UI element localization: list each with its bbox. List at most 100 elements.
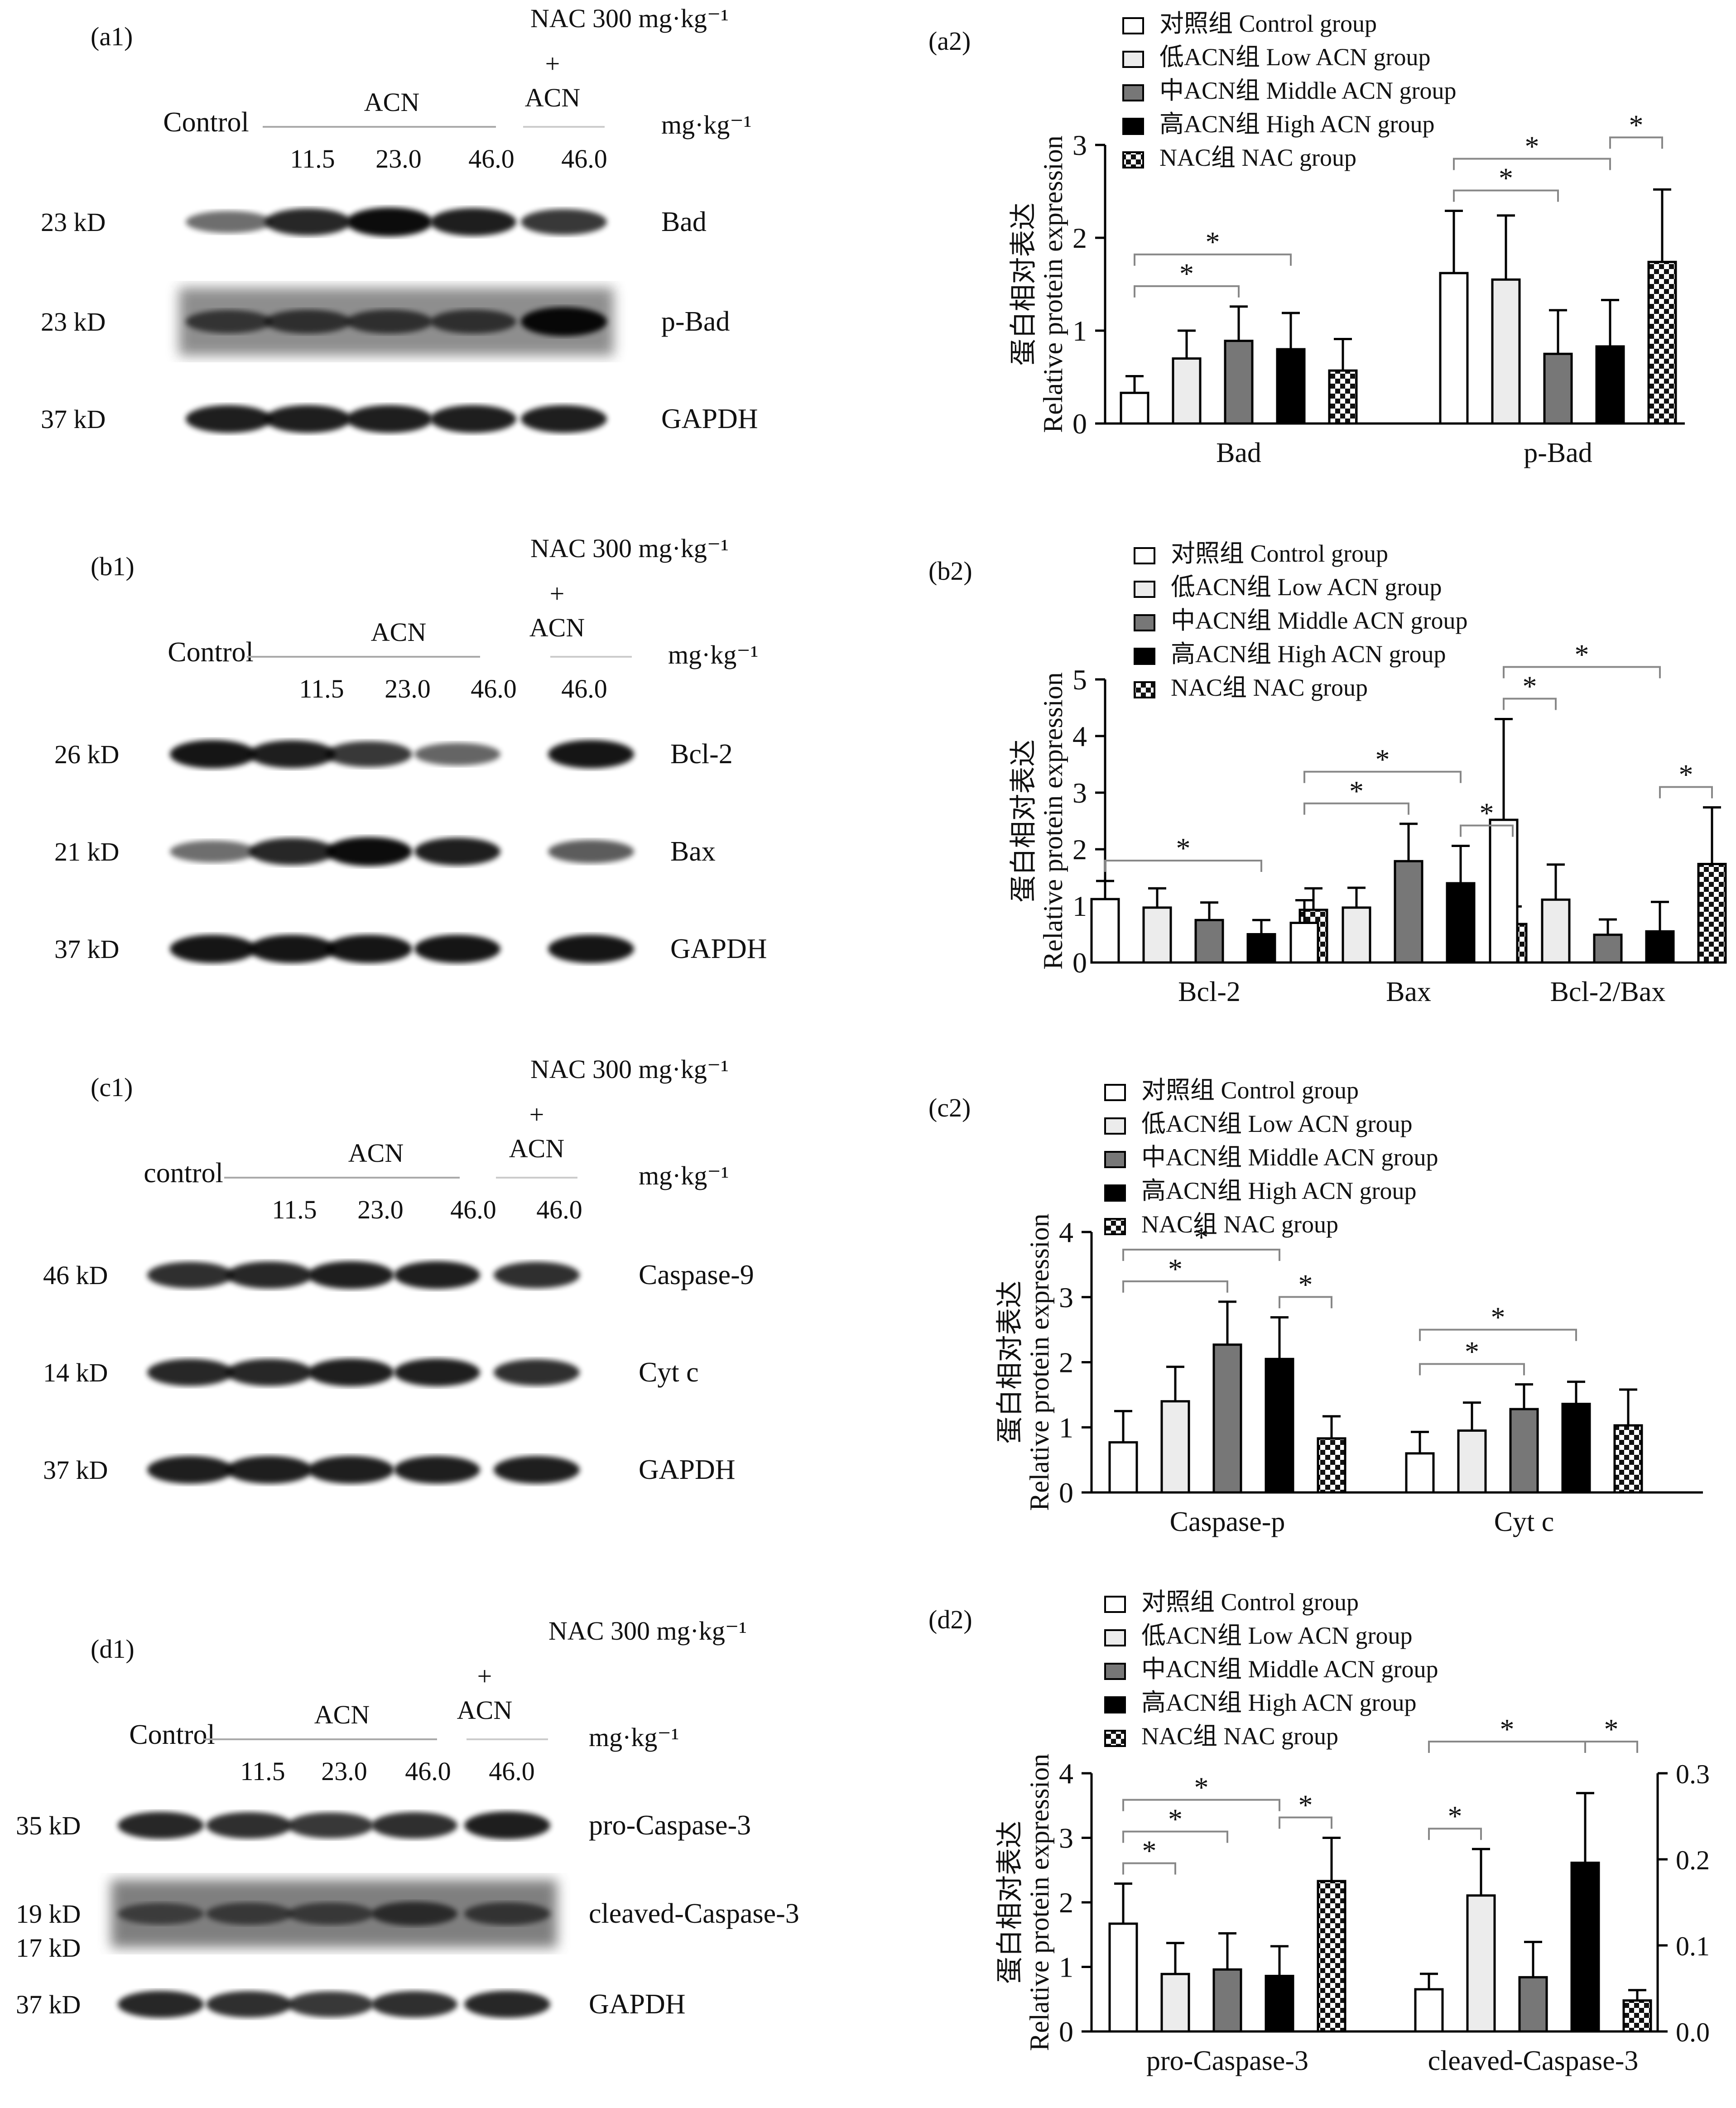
y-tick-label: 2 xyxy=(1059,1887,1073,1919)
significance-star: * xyxy=(1194,1221,1209,1253)
blot-band xyxy=(414,837,500,866)
blot-band xyxy=(206,1902,292,1925)
significance-bracket xyxy=(1453,158,1611,170)
y2-tick-label: 0.3 xyxy=(1676,1759,1710,1789)
legend-label: 高ACN组 High ACN group xyxy=(1141,1177,1417,1204)
control-label: Control xyxy=(168,637,253,668)
bar xyxy=(1446,882,1476,964)
bar xyxy=(1466,1894,1496,2033)
acn-label: ACN xyxy=(348,1138,404,1168)
control-label: Control xyxy=(129,1719,215,1750)
acn-label: ACN xyxy=(371,617,426,647)
blot-band xyxy=(288,1812,374,1838)
bar xyxy=(1541,898,1571,964)
acn-label-nac: ACN xyxy=(529,613,585,642)
legend-swatch xyxy=(1122,84,1144,101)
molecular-weight-label: 26 kD xyxy=(54,740,119,769)
bar xyxy=(1491,278,1521,425)
bar xyxy=(1224,340,1254,425)
blot-band xyxy=(308,1261,394,1289)
legend-swatch xyxy=(1122,17,1144,34)
y-tick-label: 1 xyxy=(1059,1951,1073,1983)
blot-band xyxy=(118,1991,204,2018)
unit-label: mg·kg⁻¹ xyxy=(661,110,751,140)
protein-label: Bcl-2 xyxy=(670,739,733,770)
panel-label: (a1) xyxy=(91,22,133,51)
acn-label: ACN xyxy=(364,87,419,117)
legend-swatch xyxy=(1134,614,1155,631)
significance-bracket xyxy=(1584,1741,1638,1753)
significance-star: * xyxy=(1194,1771,1209,1804)
blot-band xyxy=(346,405,433,433)
significance-star: * xyxy=(1168,1253,1183,1285)
legend-label: 高ACN组 High ACN group xyxy=(1171,640,1446,668)
legend-swatch xyxy=(1104,1596,1126,1613)
blot-band xyxy=(371,1991,457,2018)
bar xyxy=(1090,898,1120,964)
unit-label: mg·kg⁻¹ xyxy=(639,1161,729,1190)
significance-star: * xyxy=(1168,1803,1183,1835)
legend-label: 低ACN组 Low ACN group xyxy=(1171,573,1442,601)
chart-0: (a2) 0 1 2 3 蛋白相对表达 Relative protein expressio… xyxy=(928,10,1685,468)
blot-panel-2: (c1) NAC 300 mg·kg⁻¹ + ACN control ACN mg·kg⁻¹… xyxy=(43,1054,754,1485)
significance-star: * xyxy=(1349,775,1364,807)
nac-dose-label: NAC 300 mg·kg⁻¹ xyxy=(530,534,729,563)
y-axis-title-cn: 蛋白相对表达 xyxy=(995,1821,1025,1984)
molecular-weight-label: 21 kD xyxy=(54,837,119,866)
legend-label: 低ACN组 Low ACN group xyxy=(1141,1622,1413,1649)
y-tick-label: 3 xyxy=(1059,1281,1073,1314)
x-category-label: Caspase-p xyxy=(1170,1506,1285,1537)
significance-star: * xyxy=(1142,1835,1157,1867)
blot-band xyxy=(118,1903,204,1925)
bar xyxy=(1120,391,1149,425)
bar xyxy=(1561,1403,1591,1494)
molecular-weight-label: 37 kD xyxy=(54,934,119,964)
legend-swatch xyxy=(1104,1117,1126,1135)
blot-band xyxy=(414,743,500,765)
blot-band xyxy=(371,1812,457,1839)
nac-dose-label: NAC 300 mg·kg⁻¹ xyxy=(548,1616,747,1646)
blot-band xyxy=(521,209,607,235)
x-category-label: Bad xyxy=(1216,438,1261,468)
legend-swatch xyxy=(1134,648,1155,665)
control-label: Control xyxy=(163,107,249,138)
bar xyxy=(1457,1429,1487,1494)
blot-band xyxy=(265,309,351,334)
y-axis-title-cn: 蛋白相对表达 xyxy=(995,1281,1025,1444)
y2-tick-label: 0.0 xyxy=(1676,2017,1710,2047)
nac-dose-label: NAC 300 mg·kg⁻¹ xyxy=(530,1054,729,1084)
legend-label: NAC组 NAC group xyxy=(1159,144,1356,171)
molecular-weight-label: 37 kD xyxy=(43,1455,108,1485)
bar xyxy=(1172,357,1202,425)
legend-swatch xyxy=(1122,51,1144,68)
dose-label: 11.5 xyxy=(240,1757,285,1786)
bar xyxy=(1289,922,1319,964)
blot-band xyxy=(186,405,272,433)
x-category-label: Bcl-2 xyxy=(1178,977,1241,1007)
blot-panel-1: (b1) NAC 300 mg·kg⁻¹ + ACN Control ACN mg·kg⁻¹… xyxy=(54,534,767,964)
significance-bracket xyxy=(1134,253,1292,266)
y-tick-label: 2 xyxy=(1072,222,1087,254)
blot-band xyxy=(548,740,634,769)
legend-label: 中ACN组 Middle ACN group xyxy=(1171,607,1468,634)
molecular-weight-label: 46 kD xyxy=(43,1261,108,1290)
legend-swatch xyxy=(1104,1730,1126,1747)
x-category-label: Bax xyxy=(1386,977,1431,1007)
molecular-weight-label: 23 kD xyxy=(41,207,106,237)
blot-band xyxy=(226,1456,313,1484)
significance-star: * xyxy=(1525,130,1539,163)
significance-star: * xyxy=(1206,226,1220,258)
blot-band xyxy=(494,1359,580,1386)
blot-band xyxy=(265,405,351,433)
protein-label: p-Bad xyxy=(661,306,730,337)
significance-bracket xyxy=(1122,1799,1280,1811)
protein-label: GAPDH xyxy=(670,934,767,964)
bar xyxy=(1317,1437,1346,1494)
bar xyxy=(1518,1976,1548,2033)
y-tick-label: 0 xyxy=(1059,1477,1073,1509)
significance-star: * xyxy=(1604,1713,1619,1745)
blot-band xyxy=(494,1261,580,1289)
legend-label: 低ACN组 Low ACN group xyxy=(1141,1110,1413,1137)
panel-label: (c1) xyxy=(91,1073,133,1102)
nac-dose-label: NAC 300 mg·kg⁻¹ xyxy=(530,4,729,33)
